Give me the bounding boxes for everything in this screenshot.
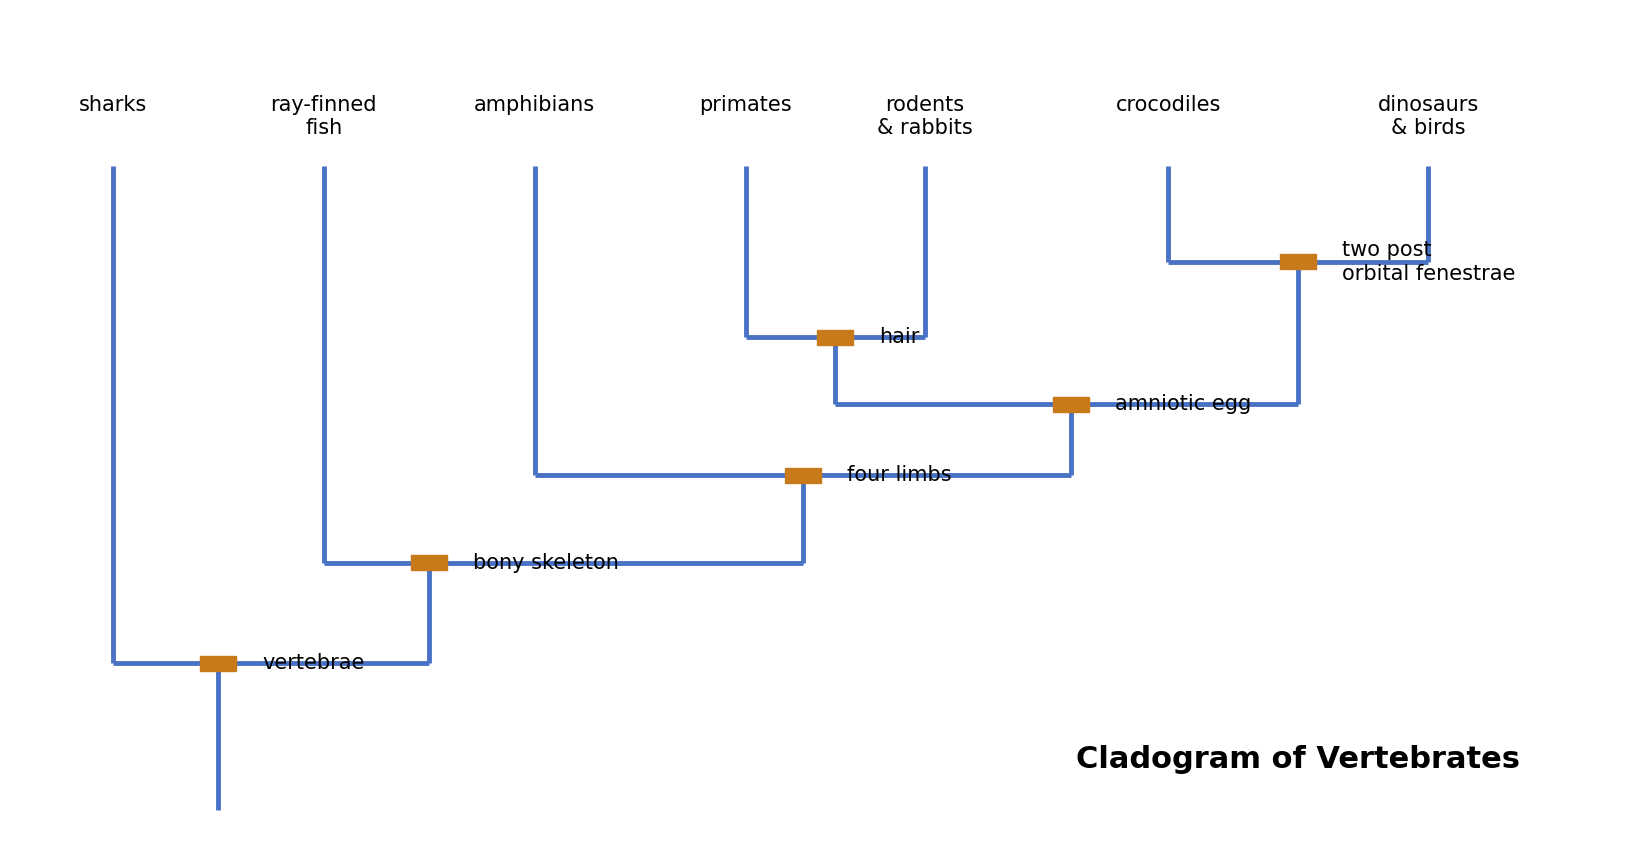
Text: crocodiles: crocodiles — [1115, 94, 1220, 115]
Text: rodents
& rabbits: rodents & rabbits — [876, 94, 973, 138]
Bar — [1053, 397, 1089, 411]
Text: Cladogram of Vertebrates: Cladogram of Vertebrates — [1076, 745, 1520, 774]
Text: ray-finned
fish: ray-finned fish — [270, 94, 377, 138]
Text: hair: hair — [880, 327, 919, 347]
Text: two post
orbital fenestrae: two post orbital fenestrae — [1342, 241, 1515, 284]
Text: primates: primates — [699, 94, 793, 115]
Bar — [200, 655, 236, 671]
Bar — [785, 468, 821, 483]
Text: amphibians: amphibians — [475, 94, 595, 115]
Text: vertebrae: vertebrae — [262, 654, 364, 673]
Text: bony skeleton: bony skeleton — [473, 553, 619, 573]
Bar — [1281, 254, 1315, 269]
Text: sharks: sharks — [79, 94, 147, 115]
Bar — [411, 555, 447, 570]
Text: dinosaurs
& birds: dinosaurs & birds — [1378, 94, 1479, 138]
Text: amniotic egg: amniotic egg — [1114, 394, 1251, 414]
Bar — [817, 330, 853, 345]
Text: four limbs: four limbs — [847, 465, 952, 485]
